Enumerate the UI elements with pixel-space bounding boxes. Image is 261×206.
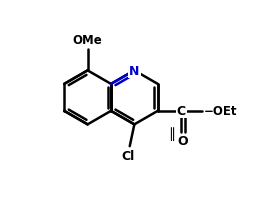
Text: −OEt: −OEt	[204, 105, 237, 118]
Text: C: C	[177, 105, 186, 118]
Text: OMe: OMe	[73, 34, 103, 47]
Text: Cl: Cl	[122, 149, 135, 162]
Text: ∥: ∥	[168, 127, 175, 140]
Text: N: N	[129, 64, 140, 77]
Text: O: O	[177, 135, 188, 148]
